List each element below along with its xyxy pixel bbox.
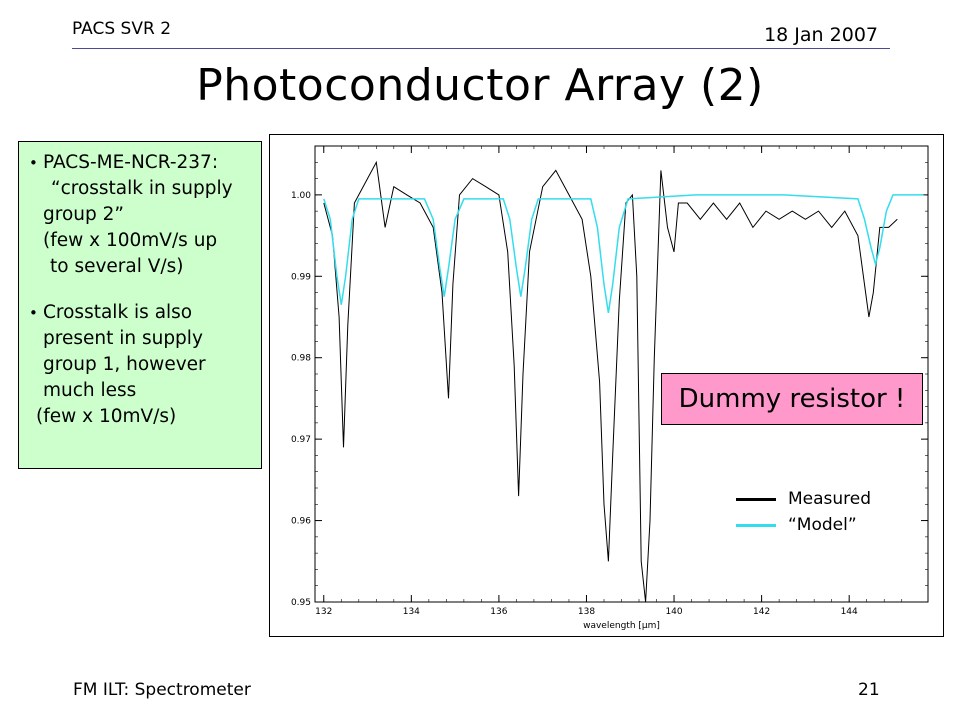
x-tick-label: 140 <box>665 607 682 617</box>
note-line: “crosstalk in supply <box>51 178 233 199</box>
note-line: group 2” <box>43 204 124 225</box>
y-tick-label: 0.98 <box>291 354 311 364</box>
y-tick-label: 0.95 <box>291 598 311 608</box>
y-tick-label: 0.97 <box>291 435 311 445</box>
x-axis-label: wavelength [μm] <box>583 621 660 631</box>
footer-left-text: FM ILT: Spectrometer <box>73 680 251 700</box>
dummy-resistor-callout: Dummy resistor ! <box>661 373 923 425</box>
legend-label-model: “Model” <box>788 515 857 535</box>
note-line: PACS-ME-NCR-237: <box>43 152 219 173</box>
header-rule <box>72 48 890 49</box>
y-tick-label: 0.96 <box>291 517 311 527</box>
note-line: present in supply <box>43 328 203 349</box>
y-tick-label: 1.00 <box>291 191 311 201</box>
legend-swatch-model <box>736 524 776 527</box>
y-tick-label: 0.99 <box>291 272 311 282</box>
note-line: much less <box>43 380 137 401</box>
note-line: Crosstalk is also <box>43 302 193 323</box>
legend-label-measured: Measured <box>788 489 872 509</box>
note-line: to several V/s) <box>50 256 184 277</box>
legend-swatch-measured <box>736 498 776 501</box>
series-line-measured <box>323 160 898 603</box>
header-left-text: PACS SVR 2 <box>72 19 172 39</box>
series-line-model <box>323 194 924 314</box>
x-tick-label: 136 <box>490 607 507 617</box>
header-date: 18 Jan 2007 <box>764 24 878 46</box>
x-tick-label: 144 <box>841 607 858 617</box>
note-line: (few x 100mV/s up <box>43 230 218 251</box>
x-tick-label: 138 <box>578 607 595 617</box>
x-tick-label: 132 <box>315 607 332 617</box>
notes-box: PACS-ME-NCR-237: “crosstalk in supply gr… <box>18 141 262 469</box>
note-bullet-2: Crosstalk is also present in supply grou… <box>29 300 261 430</box>
note-line: (few x 10mV/s) <box>36 406 177 427</box>
x-tick-label: 142 <box>753 607 770 617</box>
spectrum-chart: 0.95 0.96 0.97 0.98 0.99 1.00 132 134 136 138 140 1… <box>291 145 929 631</box>
note-bullet-1: PACS-ME-NCR-237: “crosstalk in supply gr… <box>29 150 261 280</box>
page-number: 21 <box>858 680 880 700</box>
x-tick-label: 134 <box>403 607 420 617</box>
note-line: group 1, however <box>43 354 206 375</box>
slide-title: Photoconductor Array (2) <box>196 60 764 111</box>
